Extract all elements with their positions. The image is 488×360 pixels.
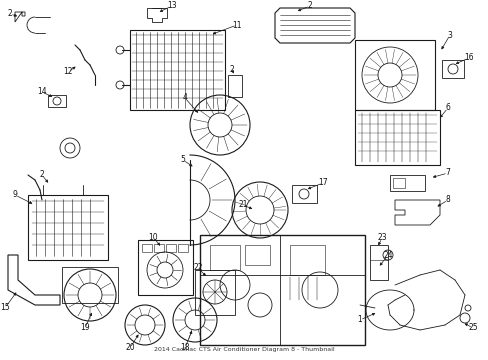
Text: 25: 25 bbox=[467, 324, 477, 333]
Text: 2: 2 bbox=[229, 66, 234, 75]
Text: 19: 19 bbox=[80, 324, 90, 333]
Text: 3: 3 bbox=[447, 31, 451, 40]
Text: 16: 16 bbox=[463, 54, 473, 63]
Text: 6: 6 bbox=[445, 104, 449, 112]
Text: 15: 15 bbox=[0, 303, 10, 312]
Text: 7: 7 bbox=[445, 168, 449, 177]
Text: 18: 18 bbox=[180, 343, 189, 352]
Text: 22: 22 bbox=[193, 264, 203, 273]
Bar bbox=[209, 245, 240, 270]
Bar bbox=[227, 75, 242, 97]
Text: 20: 20 bbox=[125, 343, 135, 352]
Text: 11: 11 bbox=[232, 21, 241, 30]
Bar bbox=[389, 175, 424, 191]
Text: 2: 2 bbox=[40, 171, 44, 180]
Text: 24: 24 bbox=[383, 251, 392, 260]
Text: 2014 Cadillac CTS Air Conditioner Diagram 8 - Thumbnail: 2014 Cadillac CTS Air Conditioner Diagra… bbox=[153, 347, 334, 352]
Text: 13: 13 bbox=[167, 1, 177, 10]
Bar bbox=[200, 235, 364, 345]
Text: 8: 8 bbox=[445, 195, 449, 204]
Bar bbox=[48, 95, 66, 107]
Bar bbox=[178, 244, 187, 252]
Bar bbox=[142, 244, 152, 252]
Text: 10: 10 bbox=[148, 233, 158, 242]
Text: 12: 12 bbox=[63, 68, 73, 77]
Bar bbox=[392, 178, 404, 188]
Bar bbox=[369, 245, 387, 280]
Text: 21: 21 bbox=[238, 201, 247, 210]
Text: 1: 1 bbox=[357, 315, 362, 324]
Bar bbox=[354, 110, 439, 165]
Bar bbox=[441, 60, 463, 78]
Text: 23: 23 bbox=[376, 234, 386, 243]
Text: 14: 14 bbox=[37, 87, 47, 96]
Text: 17: 17 bbox=[318, 179, 327, 188]
Text: 5: 5 bbox=[180, 156, 185, 165]
Bar bbox=[289, 245, 325, 275]
Bar bbox=[244, 245, 269, 265]
Bar bbox=[195, 270, 235, 315]
Text: 9: 9 bbox=[13, 190, 18, 199]
Text: 2: 2 bbox=[307, 1, 312, 10]
Text: 4: 4 bbox=[182, 94, 187, 103]
Bar bbox=[291, 185, 316, 203]
Bar bbox=[138, 240, 193, 295]
Bar bbox=[165, 244, 176, 252]
Bar bbox=[28, 195, 108, 260]
Bar bbox=[154, 244, 163, 252]
Bar bbox=[130, 30, 224, 110]
Text: 2: 2 bbox=[8, 9, 12, 18]
